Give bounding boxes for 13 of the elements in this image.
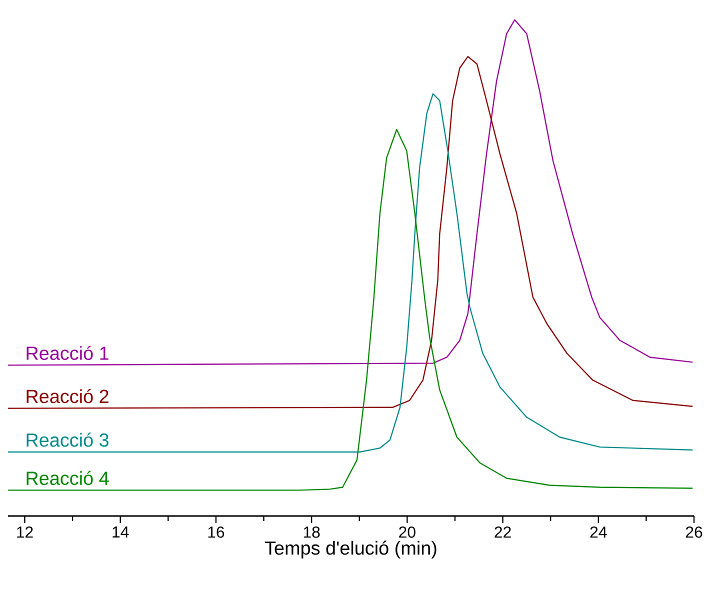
series-label: Reacció 4: [26, 470, 109, 486]
x-tick-label: 16: [208, 526, 224, 538]
x-tick-label: 18: [304, 526, 320, 538]
series-label: Reacció 2: [26, 389, 108, 404]
x-tick-label: 12: [17, 526, 33, 538]
x-tick-label: 20: [399, 526, 416, 538]
series-label: Reacció 3: [26, 432, 108, 447]
x-tick-label: 22: [494, 526, 511, 538]
x-tick-label: 26: [686, 526, 702, 538]
x-axis-title: Temps d'elució (min): [264, 540, 436, 559]
x-tick-label: 14: [112, 526, 129, 538]
x-tick-label: 24: [590, 526, 607, 538]
series-label: Reacció 1: [26, 346, 108, 360]
